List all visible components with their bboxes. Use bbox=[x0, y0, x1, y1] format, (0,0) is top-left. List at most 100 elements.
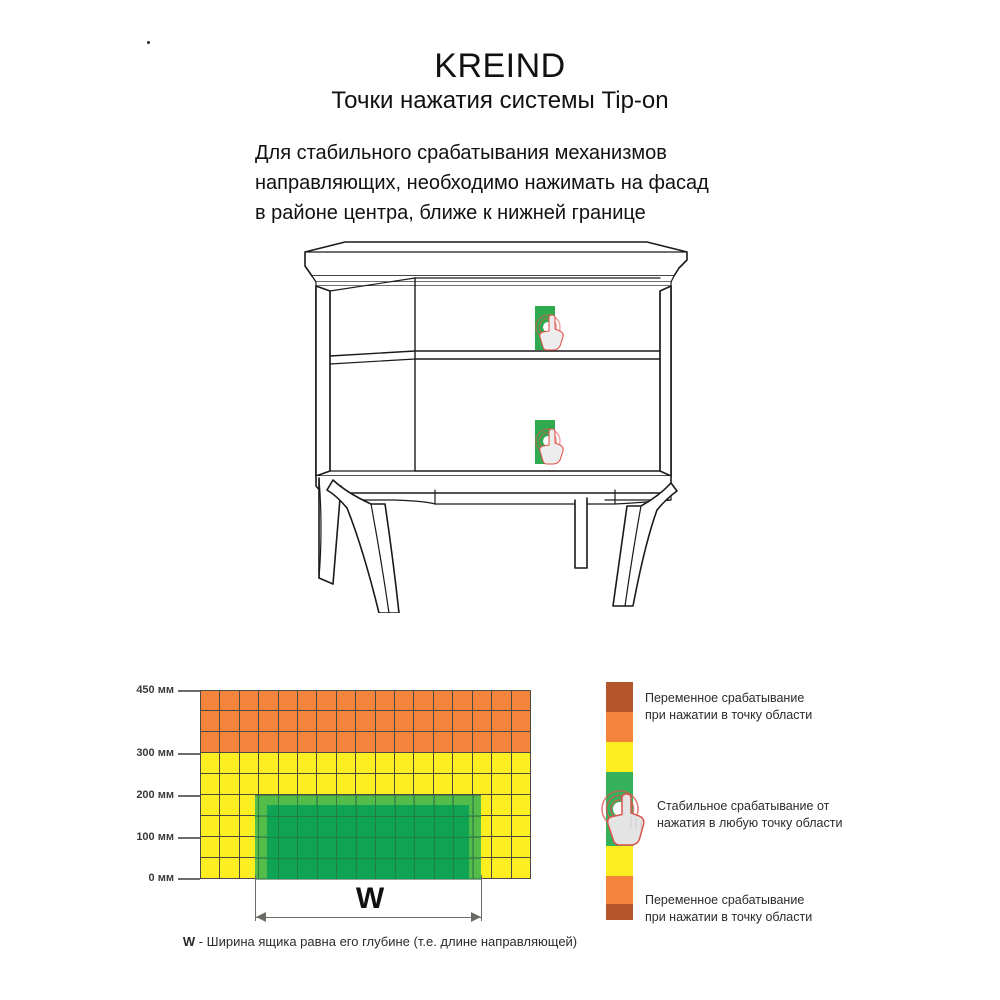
zone-grid-cell bbox=[414, 711, 434, 732]
zone-grid-cell bbox=[200, 690, 221, 711]
zone-grid-cell bbox=[220, 816, 240, 837]
zone-grid-cell bbox=[317, 732, 337, 753]
tap-hand-icon bbox=[598, 789, 660, 851]
legend-band bbox=[606, 846, 633, 876]
legend-item-top: Переменное срабатывание при нажатии в то… bbox=[645, 690, 812, 724]
intro-paragraph: Для стабильного срабатывания механизмов … bbox=[255, 138, 775, 228]
zone-grid-cell bbox=[472, 711, 493, 732]
touch-marker-upper bbox=[535, 306, 564, 351]
zone-grid-cell bbox=[336, 711, 357, 732]
w-tick-right bbox=[481, 875, 482, 921]
zone-grid-cell bbox=[414, 753, 434, 774]
intro-line-2: направляющих, необходимо нажимать на фас… bbox=[255, 172, 709, 194]
stable-zone-gridlines bbox=[255, 795, 481, 880]
zone-grid-cell bbox=[492, 732, 512, 753]
zone-grid-cell bbox=[259, 774, 279, 795]
legend-middle-line-1: Стабильное срабатывание от bbox=[657, 799, 830, 813]
page-subtitle: Точки нажатия системы Tip-on bbox=[331, 87, 669, 114]
stable-zone-gridline-h bbox=[255, 795, 481, 796]
stable-zone-gridline-h bbox=[255, 837, 481, 838]
y-tick-450 bbox=[178, 690, 200, 692]
zone-grid-cell bbox=[375, 732, 396, 753]
zone-grid-cell bbox=[433, 711, 454, 732]
zone-grid-cell bbox=[433, 732, 454, 753]
w-tick-left bbox=[255, 875, 256, 921]
zone-grid-cell bbox=[375, 690, 396, 711]
zone-grid-cell bbox=[298, 774, 318, 795]
zone-grid-cell bbox=[472, 753, 493, 774]
y-axis-label-450: 450 мм bbox=[136, 684, 174, 696]
legend-item-bottom: Переменное срабатывание при нажатии в то… bbox=[645, 892, 812, 926]
zone-grid-cell bbox=[511, 732, 531, 753]
zone-grid-cell bbox=[317, 753, 337, 774]
w-caption-symbol: W bbox=[182, 934, 196, 949]
zone-grid-cell bbox=[356, 774, 376, 795]
zone-grid-cell bbox=[298, 711, 318, 732]
nightstand-illustration bbox=[275, 228, 705, 613]
zone-grid-cell bbox=[356, 711, 376, 732]
y-axis-label-200: 200 мм bbox=[136, 789, 174, 801]
w-caption-text: - Ширина ящика равна его глубине (т.е. д… bbox=[195, 934, 578, 949]
y-axis-label-100: 100 мм bbox=[136, 831, 174, 843]
legend-band bbox=[606, 682, 633, 712]
zone-grid-row bbox=[200, 732, 531, 753]
zone-grid-cell bbox=[298, 753, 318, 774]
w-arrow-right bbox=[471, 912, 481, 922]
zone-grid-cell bbox=[317, 711, 337, 732]
zone-grid-cell bbox=[492, 753, 512, 774]
zone-grid-cell bbox=[414, 732, 434, 753]
zone-grid-cell bbox=[220, 795, 240, 816]
zone-grid-cell bbox=[220, 690, 240, 711]
zone-grid-cell bbox=[511, 690, 531, 711]
zone-grid-cell bbox=[414, 690, 434, 711]
zone-grid-cell bbox=[511, 837, 531, 858]
zone-grid-cell bbox=[492, 795, 512, 816]
zone-grid-cell bbox=[511, 816, 531, 837]
zone-grid-row bbox=[200, 774, 531, 795]
zone-grid-cell bbox=[259, 753, 279, 774]
zone-grid-row bbox=[200, 690, 531, 711]
zone-grid-cell bbox=[492, 858, 512, 879]
zone-grid-cell bbox=[433, 774, 454, 795]
zone-grid-cell bbox=[511, 858, 531, 879]
stable-zone-gridline-h bbox=[255, 879, 481, 880]
y-axis-label-0: 0 мм bbox=[148, 872, 174, 884]
zone-grid-cell bbox=[298, 732, 318, 753]
zone-grid-cell bbox=[492, 774, 512, 795]
zone-grid-cell bbox=[220, 858, 240, 879]
zone-grid-cell bbox=[220, 711, 240, 732]
brand-title: KREIND bbox=[434, 47, 566, 85]
zone-grid-cell bbox=[492, 711, 512, 732]
zone-grid-cell bbox=[239, 690, 260, 711]
zone-grid-cell bbox=[453, 690, 473, 711]
w-arrow-left bbox=[256, 912, 266, 922]
legend-band bbox=[606, 742, 633, 772]
zone-grid-cell bbox=[278, 732, 299, 753]
zone-grid-cell bbox=[200, 795, 221, 816]
zone-grid-cell bbox=[200, 732, 221, 753]
zone-grid-cell bbox=[395, 711, 415, 732]
zone-grid-cell bbox=[239, 732, 260, 753]
zone-grid-cell bbox=[220, 732, 240, 753]
zone-grid-cell bbox=[395, 732, 415, 753]
y-axis-label-300: 300 мм bbox=[136, 747, 174, 759]
touch-marker-lower bbox=[535, 420, 564, 465]
zone-grid-cell bbox=[336, 732, 357, 753]
zone-grid-cell bbox=[492, 837, 512, 858]
zone-grid-cell bbox=[395, 753, 415, 774]
zone-grid-cell bbox=[239, 753, 260, 774]
stable-zone-inner bbox=[267, 805, 469, 879]
zone-grid-cell bbox=[375, 753, 396, 774]
legend-middle-line-2: нажатия в любую точку области bbox=[657, 816, 843, 830]
zone-grid-cell bbox=[395, 690, 415, 711]
zone-grid-cell bbox=[375, 774, 396, 795]
zone-grid-cell bbox=[200, 711, 221, 732]
y-tick-0 bbox=[178, 878, 200, 880]
w-dimension-line bbox=[255, 917, 481, 918]
stable-zone-gridline-h bbox=[255, 858, 481, 859]
speck-artifact bbox=[147, 41, 150, 44]
zone-grid-row bbox=[200, 711, 531, 732]
zone-grid-row bbox=[200, 753, 531, 774]
legend-item-middle: Стабильное срабатывание от нажатия в люб… bbox=[657, 798, 842, 832]
zone-grid-cell bbox=[317, 690, 337, 711]
